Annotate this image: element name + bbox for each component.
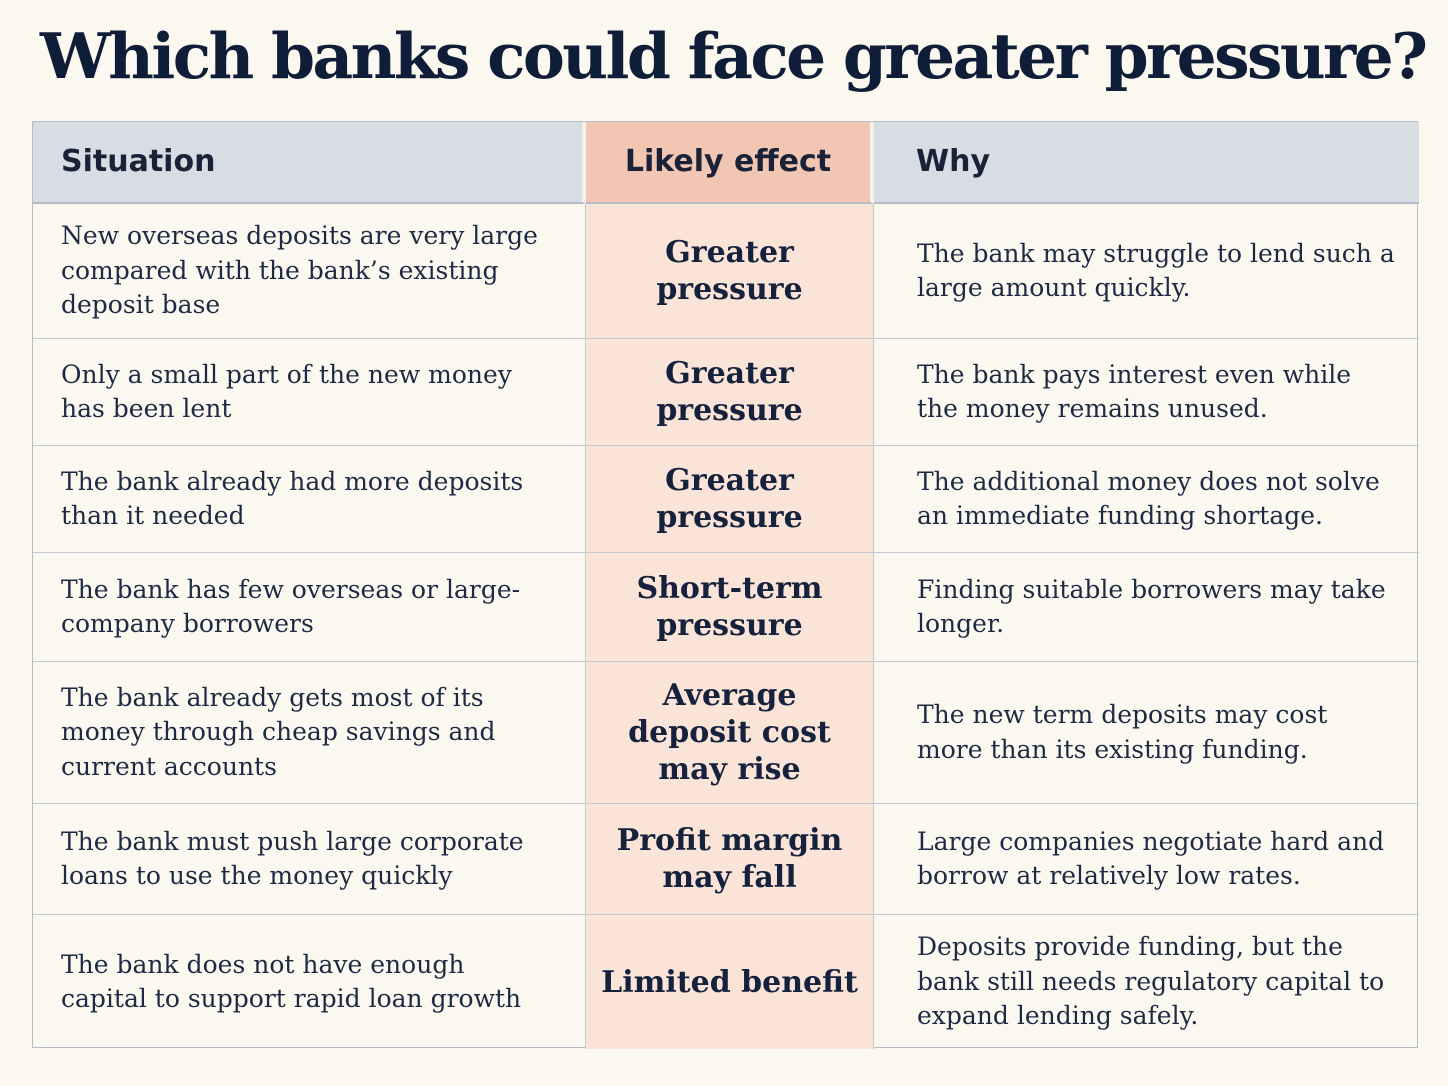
why-cell: The additional money does not solve an i… xyxy=(874,446,1419,553)
effect-text: Limited benefit xyxy=(601,964,858,1000)
effect-cell: Greater pressure xyxy=(586,204,874,339)
situation-cell: The bank already had more deposits than … xyxy=(33,446,586,553)
effect-cell: Limited benefit xyxy=(586,915,874,1049)
header-situation: Situation xyxy=(33,122,586,204)
situation-cell: New overseas deposits are very large com… xyxy=(33,204,586,339)
situation-text: The bank has few overseas or large-compa… xyxy=(61,574,521,639)
why-text: Deposits provide funding, but the bank s… xyxy=(917,932,1385,1031)
page-title: Which banks could face greater pressure? xyxy=(40,19,1428,93)
situation-text: The bank already had more deposits than … xyxy=(61,466,524,531)
situation-text: Only a small part of the new money has b… xyxy=(61,359,512,424)
why-cell: Deposits provide funding, but the bank s… xyxy=(874,915,1419,1049)
why-text: The bank pays interest even while the mo… xyxy=(917,359,1351,424)
header-likely-effect: Likely effect xyxy=(586,122,874,204)
effect-text: Greater pressure xyxy=(656,463,803,535)
effect-cell: Average deposit cost may rise xyxy=(586,662,874,804)
why-cell: Large companies negotiate hard and borro… xyxy=(874,804,1419,915)
why-text: The new term deposits may cost more than… xyxy=(917,700,1328,764)
situation-cell: The bank already gets most of its money … xyxy=(33,662,586,804)
why-cell: Finding suitable borrowers may take long… xyxy=(874,553,1419,662)
situation-cell: Only a small part of the new money has b… xyxy=(33,339,586,446)
effect-text: Profit margin may fall xyxy=(616,823,843,895)
effect-text: Average deposit cost may rise xyxy=(628,678,831,787)
situation-text: The bank already gets most of its money … xyxy=(61,682,496,781)
situation-text: New overseas deposits are very large com… xyxy=(61,221,538,320)
effect-text: Short-term pressure xyxy=(636,571,823,643)
effect-cell: Profit margin may fall xyxy=(586,804,874,915)
effect-text: Greater pressure xyxy=(656,235,803,307)
effect-cell: Greater pressure xyxy=(586,339,874,446)
why-text: The bank may struggle to lend such a lar… xyxy=(917,238,1395,303)
situation-text: The bank does not have enough capital to… xyxy=(61,949,522,1014)
why-cell: The bank pays interest even while the mo… xyxy=(874,339,1419,446)
why-text: Large companies negotiate hard and borro… xyxy=(917,826,1385,891)
situation-cell: The bank must push large corporate loans… xyxy=(33,804,586,915)
header-why: Why xyxy=(874,122,1419,204)
effect-cell: Greater pressure xyxy=(586,446,874,553)
situation-text: The bank must push large corporate loans… xyxy=(61,826,524,891)
effect-cell: Short-term pressure xyxy=(586,553,874,662)
why-cell: The new term deposits may cost more than… xyxy=(874,662,1419,804)
situation-cell: The bank has few overseas or large-compa… xyxy=(33,553,586,662)
why-text: The additional money does not solve an i… xyxy=(917,466,1380,531)
why-text: Finding suitable borrowers may take long… xyxy=(917,574,1386,639)
effect-text: Greater pressure xyxy=(656,356,803,428)
why-cell: The bank may struggle to lend such a lar… xyxy=(874,204,1419,339)
situation-cell: The bank does not have enough capital to… xyxy=(33,915,586,1049)
comparison-table: Situation Likely effect Why New overseas… xyxy=(32,121,1419,1049)
